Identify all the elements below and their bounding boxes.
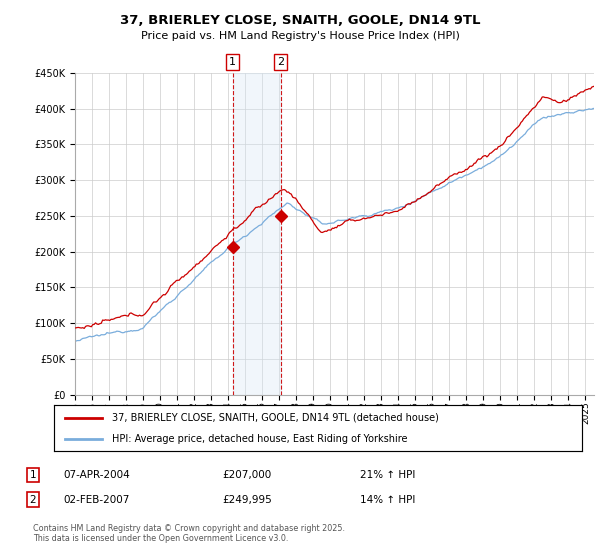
Text: Price paid vs. HM Land Registry's House Price Index (HPI): Price paid vs. HM Land Registry's House … (140, 31, 460, 41)
Text: Contains HM Land Registry data © Crown copyright and database right 2025.
This d: Contains HM Land Registry data © Crown c… (33, 524, 345, 543)
Text: £207,000: £207,000 (222, 470, 271, 480)
Bar (233, 73, 281, 395)
Text: HPI: Average price, detached house, East Riding of Yorkshire: HPI: Average price, detached house, East… (112, 435, 407, 444)
Text: 2: 2 (29, 494, 37, 505)
Text: 07-APR-2004: 07-APR-2004 (63, 470, 130, 480)
Text: £249,995: £249,995 (222, 494, 272, 505)
Text: 37, BRIERLEY CLOSE, SNAITH, GOOLE, DN14 9TL (detached house): 37, BRIERLEY CLOSE, SNAITH, GOOLE, DN14 … (112, 413, 439, 423)
Text: 14% ↑ HPI: 14% ↑ HPI (360, 494, 415, 505)
Text: 2: 2 (277, 57, 284, 67)
Text: 37, BRIERLEY CLOSE, SNAITH, GOOLE, DN14 9TL: 37, BRIERLEY CLOSE, SNAITH, GOOLE, DN14 … (120, 14, 480, 27)
Text: 02-FEB-2007: 02-FEB-2007 (63, 494, 130, 505)
Text: 21% ↑ HPI: 21% ↑ HPI (360, 470, 415, 480)
Text: 1: 1 (229, 57, 236, 67)
Text: 1: 1 (29, 470, 37, 480)
